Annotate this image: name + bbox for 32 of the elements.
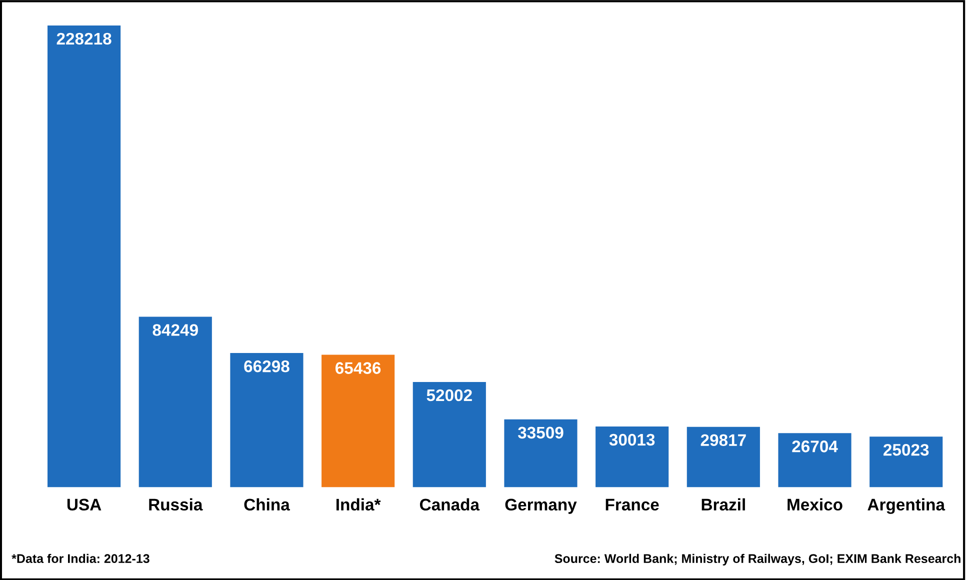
bar [504, 419, 578, 488]
data-label: 228218 [56, 32, 112, 45]
data-label: 84249 [152, 324, 198, 336]
bar [138, 316, 212, 488]
x-tick-label: USA [67, 498, 102, 511]
bar [48, 25, 121, 488]
bar [870, 436, 943, 488]
source-note: Source: World Bank; Ministry of Railways, GoI; EXIM Bank Research [554, 554, 960, 566]
bar [596, 426, 669, 488]
x-tick-label: Russia [149, 498, 203, 511]
data-label: 29817 [700, 434, 746, 446]
bar [322, 354, 395, 488]
data-label: 30013 [609, 434, 655, 446]
x-tick-label: Canada [420, 498, 480, 511]
bar [230, 353, 304, 488]
x-tick-label: Argentina [868, 498, 946, 514]
bar [778, 433, 852, 488]
data-label: 25023 [884, 444, 929, 456]
data-label: 33509 [518, 426, 564, 439]
data-label: 26704 [792, 440, 838, 452]
text: *Data for India: 2012-13 [12, 554, 150, 564]
x-tick-label: Germany [505, 498, 577, 514]
x-tick-label: China [244, 498, 290, 511]
x-tick-label: France [606, 498, 659, 511]
x-tick-label: India* [336, 498, 381, 511]
bar [686, 426, 760, 488]
data-label: 66298 [244, 360, 290, 372]
x-tick-label: Brazil [702, 498, 745, 511]
data-label: 65436 [336, 362, 381, 374]
bar [412, 382, 486, 488]
data-label: 52002 [426, 389, 472, 402]
x-tick-label: Mexico [788, 498, 842, 511]
